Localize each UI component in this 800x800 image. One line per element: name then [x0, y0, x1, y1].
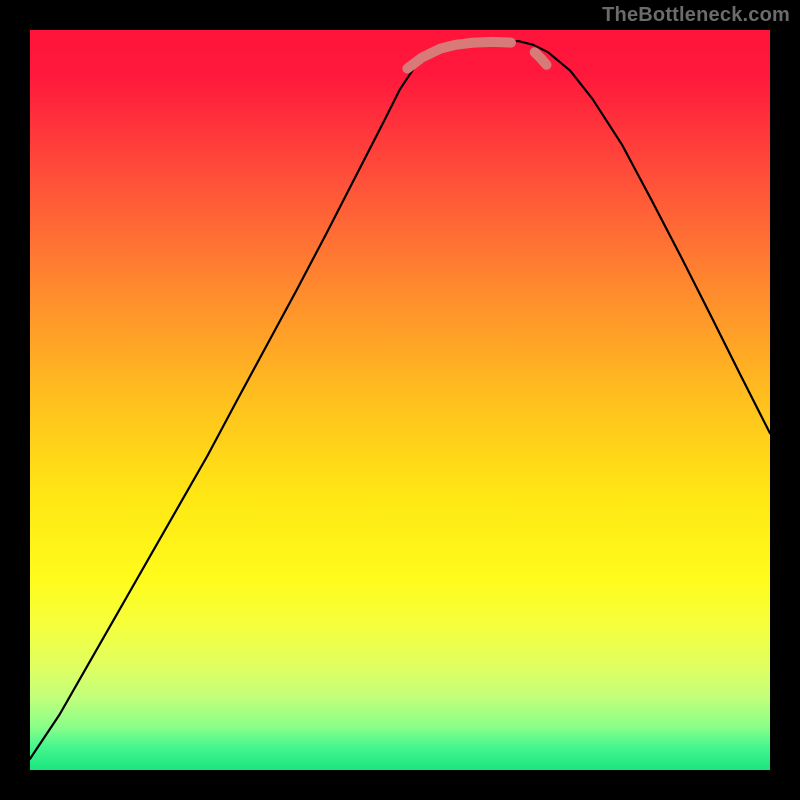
plot-background: [30, 30, 770, 770]
watermark-text: TheBottleneck.com: [602, 4, 790, 27]
plot-svg: [0, 0, 800, 800]
chart-canvas: TheBottleneck.com: [0, 0, 800, 800]
